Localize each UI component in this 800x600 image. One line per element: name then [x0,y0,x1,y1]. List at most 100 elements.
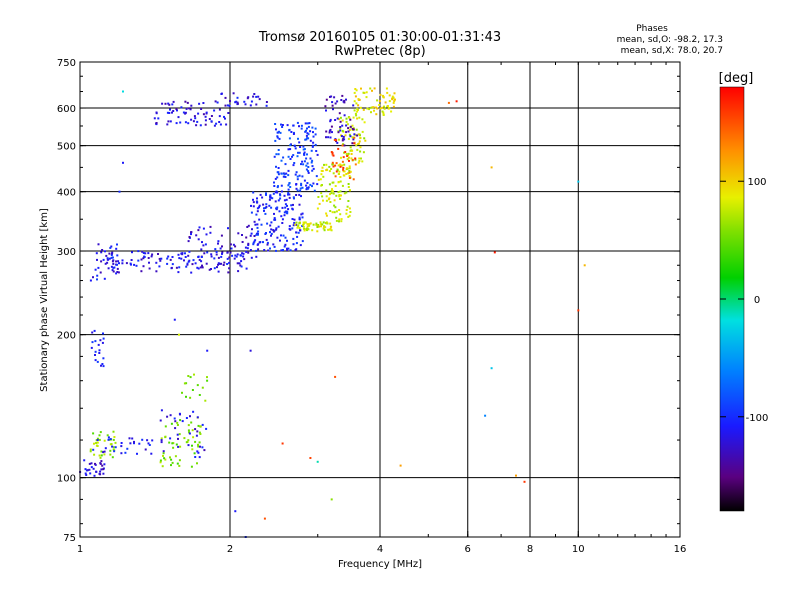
data-point [141,250,144,253]
data-point [169,120,172,123]
data-point [291,155,293,158]
data-point [311,229,314,232]
x-tick-label: 16 [674,544,687,555]
data-point [292,164,295,167]
data-point [215,122,218,125]
data-point [345,117,348,120]
data-point [166,257,169,260]
data-point [181,391,183,394]
data-point [276,206,279,209]
data-point [283,211,286,214]
data-point [393,92,396,95]
data-point [185,395,187,398]
data-point [151,253,154,256]
data-point [285,198,288,201]
data-point [347,137,350,140]
data-point [250,232,253,235]
data-point [490,367,493,370]
data-point [276,191,279,194]
data-point [219,247,222,250]
data-point [306,182,309,184]
phase-info-heading: Phases [636,24,668,34]
data-point [335,219,338,222]
y-tick-label: 400 [57,188,76,199]
data-point [96,278,98,281]
data-point [148,444,151,446]
data-point [331,211,334,214]
data-point [335,194,338,197]
data-point [275,227,278,230]
data-point [155,112,158,115]
data-point [325,195,328,198]
data-point [307,187,310,190]
data-point [173,417,176,420]
data-point [325,130,328,133]
data-point [112,262,115,265]
data-point [331,163,334,166]
data-point [307,137,310,140]
data-point [373,109,375,112]
data-point [348,165,351,168]
data-point [273,245,276,248]
data-point [323,163,325,166]
data-point [338,118,341,121]
data-point [313,189,316,192]
data-point [200,256,203,258]
data-point [274,218,277,221]
data-point [199,266,202,269]
data-point [330,190,333,193]
data-point [255,213,258,216]
data-point [178,266,181,269]
data-point [357,142,360,145]
data-point [319,178,322,181]
data-point [124,451,127,454]
data-point [164,435,167,438]
data-point [270,206,273,209]
data-point [224,104,227,107]
data-point [189,108,192,111]
data-point [102,332,104,335]
data-point [209,231,212,234]
data-point [298,222,301,225]
data-point [320,225,322,228]
data-point [164,102,167,105]
data-point [197,445,200,448]
data-point [197,267,200,270]
data-point [339,126,342,128]
data-point [258,241,261,244]
data-point [241,241,244,243]
data-point [102,472,105,475]
data-point [153,117,156,120]
data-point [286,210,289,213]
data-point [265,238,268,241]
data-point [201,241,203,244]
data-point [298,216,301,219]
data-point [252,201,255,204]
data-point [270,234,272,237]
data-point [306,225,309,228]
data-point [293,218,296,221]
data-point [109,449,112,452]
data-point [315,222,318,225]
data-point [279,197,282,200]
data-point [287,148,290,151]
data-point [339,176,342,178]
data-point [109,438,112,441]
data-point [268,204,271,207]
data-point [249,249,252,251]
data-point [99,473,102,476]
data-point [91,341,94,344]
data-point [291,218,294,220]
data-point [392,105,395,108]
data-point [316,207,319,210]
data-point [232,92,235,95]
data-point [281,222,284,224]
data-point [175,266,178,269]
data-point [341,129,344,132]
data-point [328,165,331,168]
data-point [338,209,341,211]
data-point [190,421,193,424]
data-point [100,251,103,254]
data-point [187,254,190,257]
data-point [98,454,101,457]
